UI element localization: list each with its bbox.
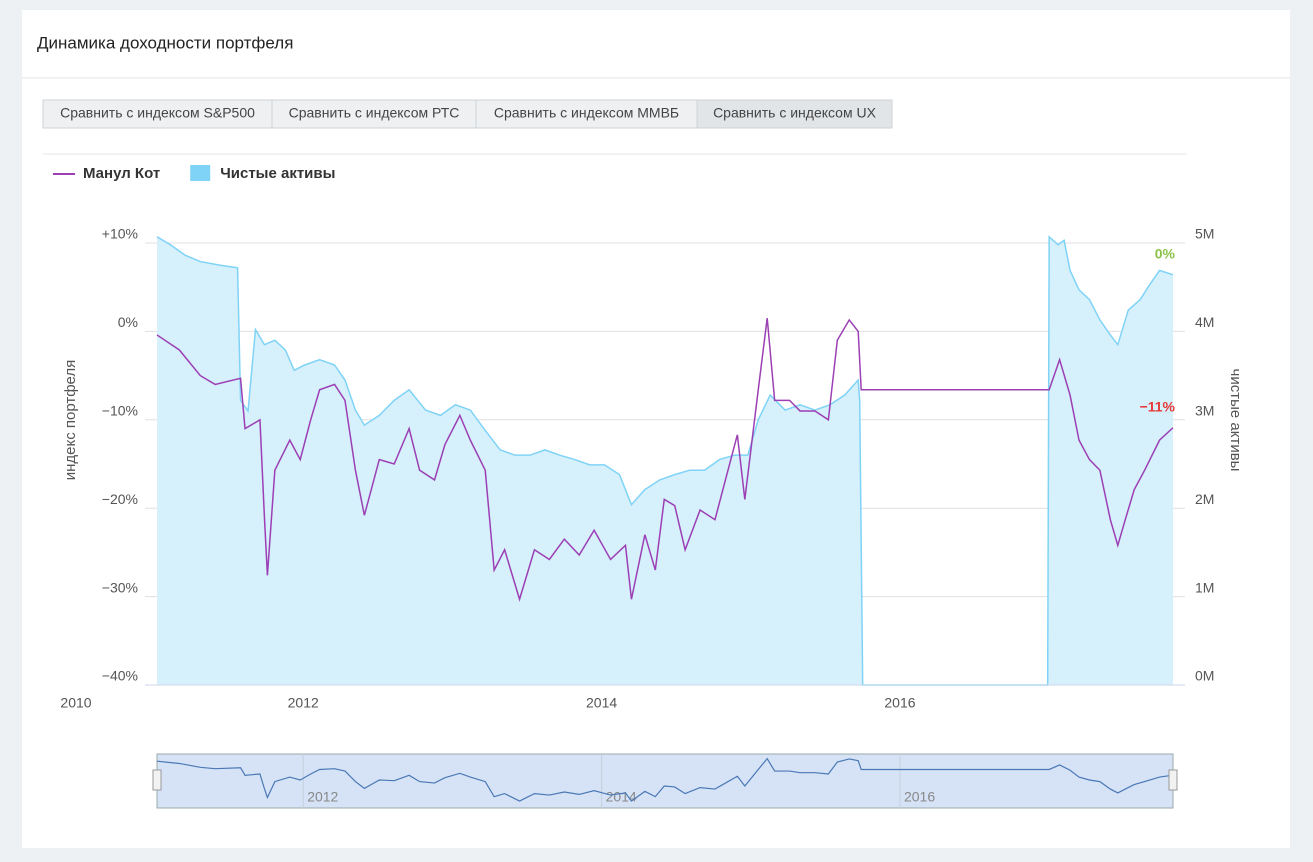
x-tick-label: 2016	[884, 695, 915, 711]
end-label: −11%	[1140, 398, 1176, 414]
y2-tick-label: 3M	[1195, 403, 1214, 419]
x-tick-label: 2010	[60, 695, 91, 711]
y-tick-label: −30%	[102, 579, 138, 595]
y-axis-title: индекс портфеля	[62, 360, 79, 481]
x-tick-label: 2012	[288, 695, 319, 711]
compare-button[interactable]	[271, 99, 477, 129]
y2-tick-label: 0M	[1195, 668, 1214, 684]
area-fill	[157, 236, 1173, 685]
compare-button-label[interactable]: Сравнить с индексом S&P500	[60, 105, 255, 121]
legend-label[interactable]: Манул Кот	[83, 165, 160, 182]
navigator-handle[interactable]	[1168, 769, 1178, 791]
legend-label[interactable]: Чистые активы	[220, 165, 335, 182]
compare-button[interactable]	[42, 99, 273, 129]
y-tick-label: −40%	[102, 668, 138, 684]
y-tick-label: −20%	[102, 491, 138, 507]
x-tick-label: 2014	[586, 695, 617, 711]
y-tick-label: 0%	[118, 314, 138, 330]
navigator-label: 2014	[606, 789, 637, 805]
navigator-label: 2016	[904, 789, 935, 805]
navigator-line	[156, 757, 1174, 802]
y2-tick-label: 5M	[1195, 226, 1214, 242]
end-label: 0%	[1155, 246, 1176, 262]
y-tick-label: −10%	[102, 403, 138, 419]
y-tick-label: +10%	[102, 226, 138, 242]
navigator[interactable]	[156, 753, 1174, 809]
series-line	[156, 318, 1174, 602]
compare-button-label[interactable]: Сравнить с индексом UX	[713, 105, 877, 121]
y2-tick-label: 4M	[1195, 314, 1214, 330]
compare-button-label[interactable]: Сравнить с индексом ММВБ	[494, 105, 679, 121]
navigator-handle[interactable]	[152, 769, 162, 791]
area-line	[156, 235, 1174, 686]
compare-button-label[interactable]: Сравнить с индексом РТС	[289, 105, 460, 121]
navigator-label: 2012	[307, 789, 338, 805]
legend-swatch	[190, 165, 211, 181]
y2-axis-title: чистые активы	[1227, 369, 1244, 472]
y2-tick-label: 2M	[1195, 491, 1214, 507]
card-title: Динамика доходности портфеля	[37, 33, 293, 52]
y2-tick-label: 1M	[1195, 579, 1214, 595]
compare-button[interactable]	[696, 99, 893, 129]
